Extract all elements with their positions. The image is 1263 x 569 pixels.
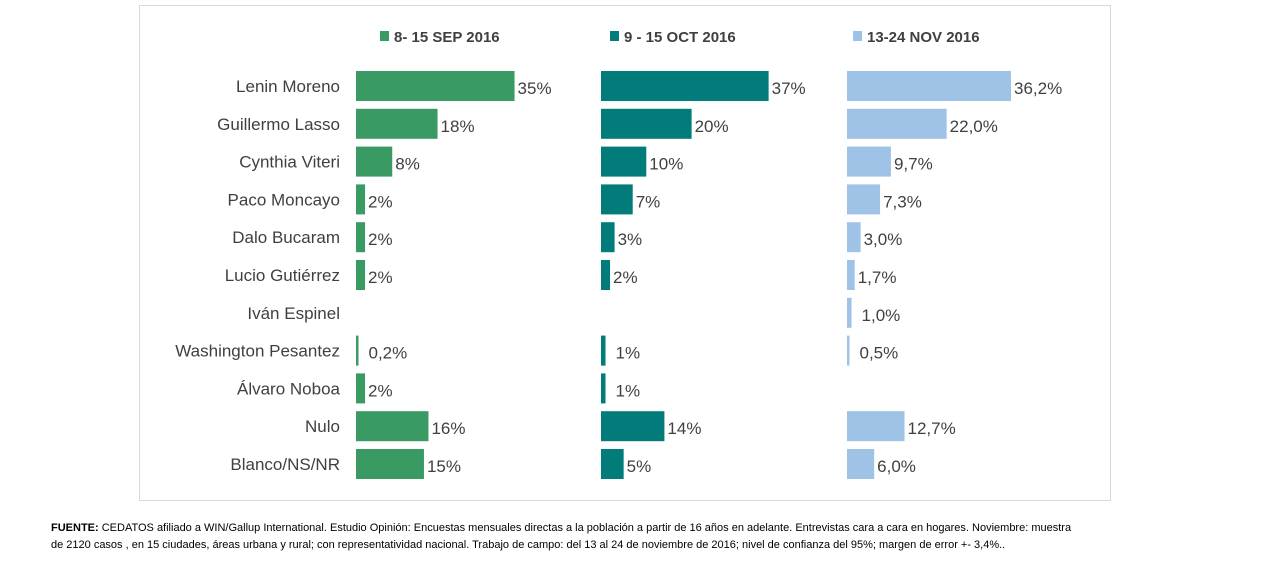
value-label: 15%	[427, 457, 461, 476]
value-label: 0,2%	[369, 344, 408, 363]
value-label: 14%	[667, 419, 701, 438]
bar	[601, 411, 665, 442]
legend-label: 9 - 15 OCT 2016	[624, 29, 736, 46]
value-label: 35%	[518, 79, 552, 98]
legend-swatch	[853, 31, 862, 41]
value-label: 3,0%	[864, 230, 903, 249]
value-label: 1%	[616, 381, 641, 400]
value-label: 8%	[395, 155, 420, 174]
category-label: Cynthia Viteri	[239, 153, 340, 172]
value-label: 0,5%	[860, 344, 899, 363]
bar	[356, 222, 366, 253]
category-label: Dalo Bucaram	[232, 228, 340, 247]
bar	[601, 373, 606, 404]
value-label: 2%	[368, 268, 393, 287]
legend-swatch	[610, 31, 619, 41]
footnote-line-1: CEDATOS afiliado a WIN/Gallup Internatio…	[98, 522, 1072, 534]
value-label: 22,0%	[950, 117, 998, 136]
bar	[356, 335, 359, 366]
bar	[601, 108, 692, 139]
footnote-line-2: de 2120 casos , en 15 ciudades, áreas ur…	[51, 539, 1006, 551]
value-label: 6,0%	[877, 457, 916, 476]
legend-swatch	[380, 31, 389, 41]
value-label: 1,0%	[862, 306, 901, 325]
bar	[601, 184, 633, 215]
category-label: Blanco/NS/NR	[230, 455, 340, 474]
bar	[601, 260, 611, 290]
source-footnote: FUENTE: CEDATOS afiliado a WIN/Gallup In…	[51, 520, 1211, 554]
value-label: 7%	[636, 192, 661, 211]
value-label: 10%	[649, 155, 683, 174]
value-label: 36,2%	[1014, 79, 1062, 98]
bar	[847, 411, 905, 442]
bar	[601, 146, 647, 177]
bar	[356, 108, 438, 139]
category-label: Lucio Gutiérrez	[225, 266, 340, 285]
bar	[847, 335, 850, 366]
value-label: 2%	[613, 268, 638, 287]
bar	[847, 108, 947, 139]
bar	[601, 449, 624, 479]
bar	[356, 71, 515, 101]
value-label: 5%	[627, 457, 652, 476]
bar	[356, 373, 366, 404]
value-label: 2%	[368, 381, 393, 400]
bar	[847, 260, 855, 290]
value-label: 37%	[772, 79, 806, 98]
legend-label: 13-24 NOV 2016	[867, 29, 980, 46]
bar	[847, 146, 891, 177]
value-label: 18%	[441, 117, 475, 136]
value-label: 1,7%	[858, 268, 897, 287]
category-label: Guillermo Lasso	[217, 115, 340, 134]
bar	[356, 260, 366, 290]
category-label: Nulo	[305, 417, 340, 436]
chart: Lenin Moreno Guillermo Lasso Cynthia Viter…	[175, 29, 1062, 479]
category-label: Washington Pesantez	[175, 342, 340, 361]
value-label: 9,7%	[894, 155, 933, 174]
value-label: 2%	[368, 192, 393, 211]
bar	[601, 222, 615, 253]
bar	[847, 71, 1011, 101]
bar	[601, 71, 769, 101]
category-label: Lenin Moreno	[236, 77, 340, 96]
bar	[356, 184, 366, 215]
bar	[356, 146, 393, 177]
legend-label: 8- 15 SEP 2016	[394, 29, 500, 46]
value-label: 1%	[616, 344, 641, 363]
bar	[847, 297, 852, 328]
value-label: 16%	[431, 419, 465, 438]
bar	[356, 449, 424, 479]
bar	[356, 411, 429, 442]
value-label: 20%	[695, 117, 729, 136]
bar	[847, 449, 875, 479]
category-label: Álvaro Noboa	[237, 379, 341, 398]
footnote-label: FUENTE:	[51, 522, 99, 534]
value-label: 12,7%	[908, 419, 956, 438]
bar	[601, 335, 606, 366]
bar	[847, 222, 861, 253]
value-label: 2%	[368, 230, 393, 249]
value-label: 3%	[618, 230, 643, 249]
category-label: Iván Espinel	[247, 304, 340, 323]
category-label: Paco Moncayo	[228, 190, 340, 209]
value-label: 7,3%	[883, 192, 922, 211]
bar	[847, 184, 881, 215]
